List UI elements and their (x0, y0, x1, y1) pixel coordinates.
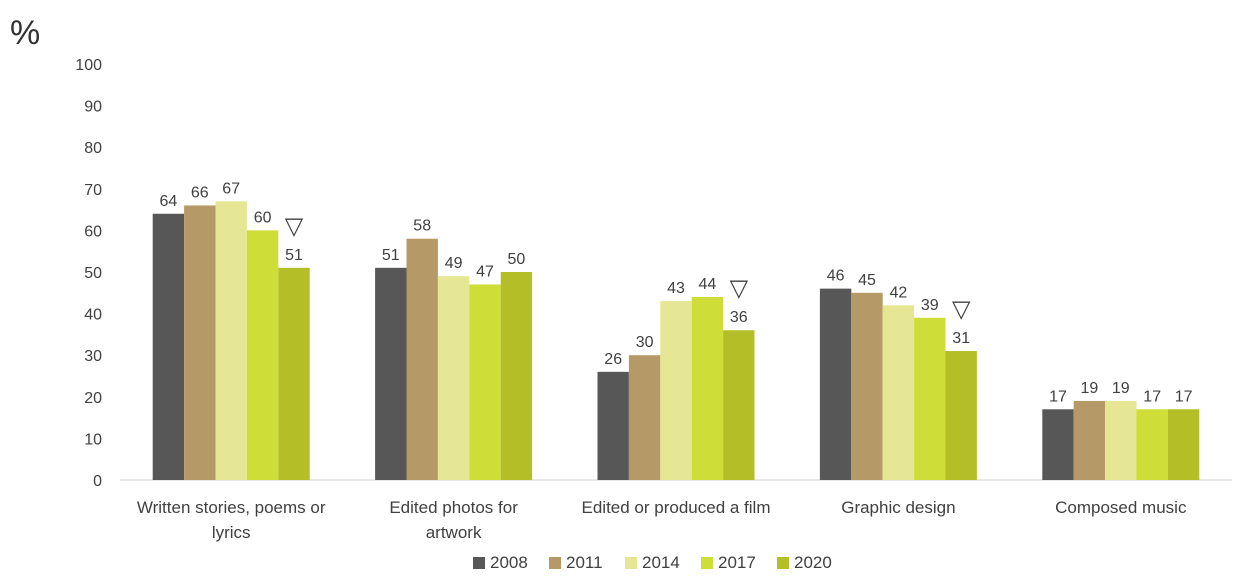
bar-2017-4 (1136, 409, 1168, 480)
y-tick-label: 0 (93, 473, 102, 490)
y-tick-label: 60 (84, 223, 102, 240)
bar-2011-4 (1073, 400, 1106, 480)
bar-2020-1 (500, 272, 533, 480)
bar-2020-3 (945, 351, 977, 480)
data-label: 58 (413, 218, 431, 235)
bar-2011-2 (628, 355, 661, 480)
bars-group (152, 201, 1200, 480)
data-label: 50 (508, 251, 526, 268)
data-label: 26 (604, 351, 622, 368)
data-label: 30 (636, 334, 654, 351)
category-label: lyrics (212, 523, 251, 542)
data-label: 60 (254, 209, 272, 226)
data-label: 66 (191, 184, 209, 201)
bar-2014-1 (437, 276, 470, 480)
data-label: 64 (160, 193, 178, 210)
bar-2017-3 (914, 317, 946, 480)
y-tick-label: 50 (84, 265, 102, 282)
x-axis: Written stories, poems or lyrics Edited ph… (137, 498, 1187, 542)
category-label: Edited photos for (389, 498, 518, 517)
legend: 2008 2011 2014 2017 2020 (473, 553, 832, 572)
legend-label: 2017 (718, 553, 756, 572)
bar-2008-0 (152, 213, 185, 480)
legend-label: 2014 (642, 553, 680, 572)
legend-swatch-2017 (701, 557, 713, 569)
bar-2014-4 (1105, 400, 1137, 480)
decrease-triangle-icon: ▽ (285, 212, 304, 240)
data-label: 46 (827, 268, 845, 285)
data-label: 51 (382, 247, 400, 264)
y-tick-label: 100 (75, 57, 102, 74)
bar-2008-1 (375, 267, 407, 480)
data-label: 49 (445, 255, 463, 272)
bar-2020-0 (278, 267, 310, 480)
category-label: artwork (426, 523, 482, 542)
data-labels-group: 64 51 26 46 17 66 58 30 45 19 67 49 43 42 19 60 47 44 39 17… (160, 180, 1193, 405)
bar-2014-2 (660, 301, 692, 480)
y-tick-label: 40 (84, 307, 102, 324)
data-label: 45 (858, 272, 876, 289)
y-tick-label: 30 (84, 348, 102, 365)
bar-2008-3 (819, 288, 852, 480)
bar-2011-1 (406, 238, 438, 480)
bar-2011-3 (851, 292, 883, 480)
data-label: 17 (1049, 388, 1067, 405)
bar-2014-0 (215, 201, 247, 480)
bar-2017-2 (691, 296, 724, 480)
bar-2017-1 (469, 284, 501, 480)
data-label: 42 (890, 284, 908, 301)
data-label: 51 (285, 247, 303, 264)
data-label: 39 (921, 297, 939, 314)
data-label: 31 (952, 330, 970, 347)
decrease-triangle-icon: ▽ (952, 295, 971, 323)
legend-swatch-2014 (625, 557, 637, 569)
annotations-group: ▽ ▽ ▽ (285, 212, 971, 323)
bar-2008-4 (1042, 409, 1074, 480)
data-label: 47 (476, 263, 494, 280)
bar-2011-0 (184, 205, 216, 480)
data-label: 36 (730, 309, 748, 326)
legend-swatch-2008 (473, 557, 485, 569)
category-label: Edited or produced a film (582, 498, 771, 517)
data-label: 67 (222, 180, 240, 197)
data-label: 19 (1112, 380, 1130, 397)
category-label: Composed music (1055, 498, 1187, 517)
legend-swatch-2011 (549, 557, 561, 569)
bar-2020-2 (723, 330, 755, 480)
category-label: Graphic design (841, 498, 955, 517)
y-tick-label: 10 (84, 431, 102, 448)
bar-2020-4 (1167, 409, 1200, 480)
y-tick-label: 70 (84, 182, 102, 199)
y-axis: 0 10 20 30 40 50 60 70 80 90 100 (75, 57, 102, 490)
legend-label: 2011 (566, 553, 603, 572)
bar-2008-2 (597, 371, 629, 480)
data-label: 19 (1081, 380, 1099, 397)
legend-swatch-2020 (777, 557, 789, 569)
data-label: 43 (667, 280, 685, 297)
data-label: 17 (1143, 388, 1161, 405)
category-label: Written stories, poems or (137, 498, 326, 517)
data-label: 44 (699, 276, 717, 293)
y-tick-label: 90 (84, 99, 102, 116)
decrease-triangle-icon: ▽ (730, 274, 749, 302)
y-tick-label: 80 (84, 140, 102, 157)
bar-2014-3 (882, 305, 915, 480)
data-label: 17 (1175, 388, 1193, 405)
legend-label: 2020 (794, 553, 832, 572)
y-unit-label: % (10, 14, 40, 52)
y-tick-label: 20 (84, 390, 102, 407)
legend-label: 2008 (490, 553, 528, 572)
bar-2017-0 (246, 230, 279, 480)
